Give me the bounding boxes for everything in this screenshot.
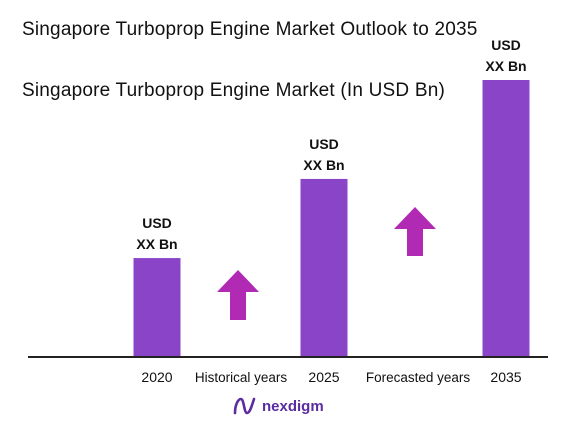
segment-label-historical: Historical years (195, 370, 288, 385)
data-label-2020-line1: USD (142, 215, 172, 231)
segment-label-forecasted: Forecasted years (366, 370, 471, 385)
data-label-2020-line2: XX Bn (136, 236, 177, 252)
bar-2035 (482, 80, 530, 357)
x-tick-label-2025: 2025 (308, 369, 339, 385)
bar-2020 (133, 258, 181, 357)
growth-arrow-icon-1 (217, 270, 259, 320)
data-label-2025-line1: USD (309, 136, 339, 152)
logo: nexdigm (232, 396, 324, 416)
logo-text: nexdigm (262, 397, 324, 415)
data-label-2035-line1: USD (491, 37, 521, 53)
chart-subtitle: Singapore Turboprop Engine Market (In US… (22, 80, 445, 101)
data-label-2035-line2: XX Bn (485, 58, 526, 74)
growth-arrow-icon-2 (394, 207, 436, 256)
nexdigm-logo-icon (233, 397, 256, 415)
x-tick-label-2020: 2020 (141, 369, 172, 385)
chart-title: Singapore Turboprop Engine Market Outloo… (22, 19, 478, 40)
bar-2025 (300, 178, 348, 357)
x-tick-label-2035: 2035 (490, 369, 521, 385)
data-label-2025-line2: XX Bn (303, 157, 344, 173)
